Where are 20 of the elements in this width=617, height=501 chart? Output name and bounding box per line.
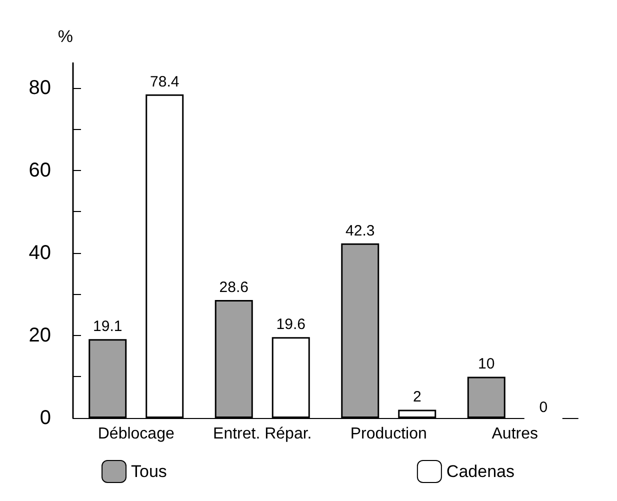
- x-tick-label: Entret. Répar.: [213, 426, 312, 442]
- y-axis-title: %: [58, 27, 73, 46]
- y-tick-label: 20: [28, 324, 51, 346]
- data-label: 2: [412, 388, 422, 406]
- data-label: 10: [478, 356, 495, 373]
- data-label: 28.6: [219, 278, 248, 296]
- data-label: 0: [539, 399, 548, 416]
- y-tick-label: 80: [28, 76, 51, 99]
- legend-label: Cadenas: [446, 462, 514, 481]
- x-tick-label: Production: [350, 426, 427, 442]
- y-tick-label: 60: [28, 159, 51, 182]
- x-tick-label: Déblocage: [98, 426, 174, 442]
- x-tick-label: Autres: [492, 426, 538, 442]
- data-label: 78.4: [150, 73, 180, 90]
- data-label: 42.3: [346, 222, 375, 240]
- y-tick-label: 0: [40, 407, 51, 429]
- legend-label: Tous: [131, 462, 167, 481]
- y-tick-label: 40: [28, 242, 51, 264]
- data-label: 19.1: [93, 318, 122, 336]
- data-label: 19.6: [276, 316, 306, 334]
